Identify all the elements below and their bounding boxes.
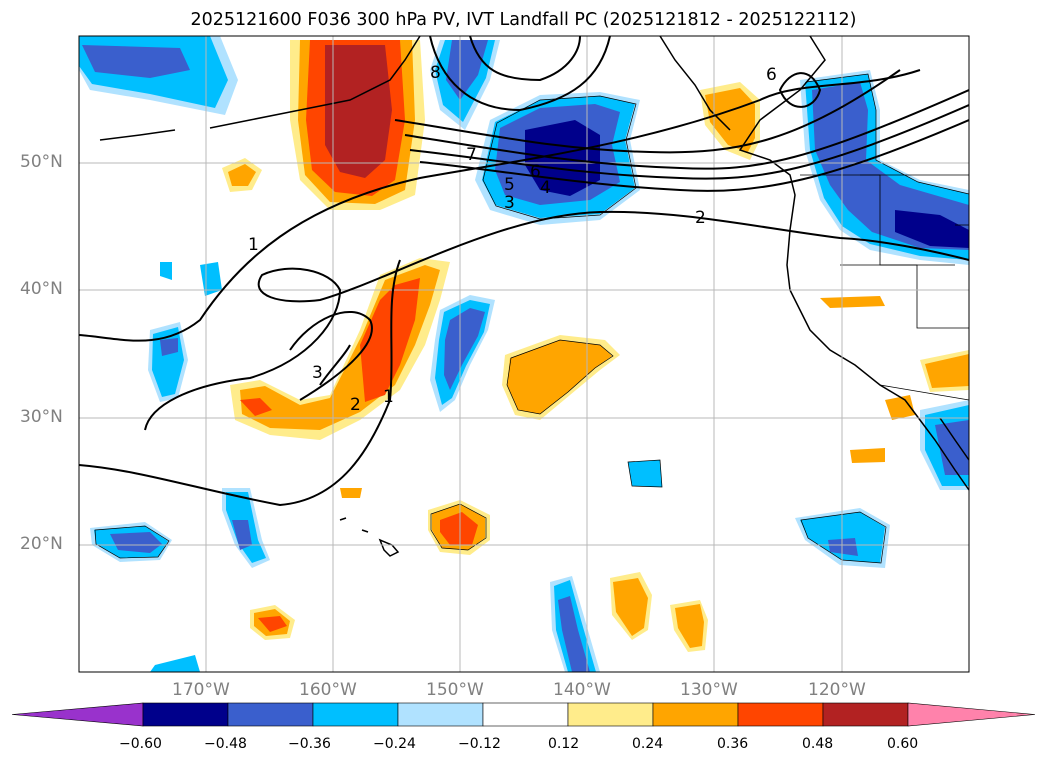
- colorbar-swatch: [822, 702, 909, 727]
- colorbar-tick: −0.12: [458, 736, 501, 752]
- contour-label: 2: [350, 395, 361, 415]
- contour-label: 6: [530, 162, 541, 182]
- lon-label: 120°W: [808, 680, 866, 700]
- contour-label: 3: [504, 193, 515, 213]
- colorbar-tick: −0.60: [119, 736, 162, 752]
- colorbar-swatch: [567, 702, 654, 727]
- contour-label: 8: [430, 63, 441, 83]
- contour-label: 1: [383, 387, 394, 407]
- colorbar: [11, 702, 1036, 727]
- contour-label: 4: [540, 178, 551, 198]
- lon-label: 150°W: [426, 680, 484, 700]
- colorbar-swatch: [652, 702, 739, 727]
- lon-label: 130°W: [680, 680, 738, 700]
- lon-label: 140°W: [553, 680, 611, 700]
- colorbar-tick: −0.36: [288, 736, 331, 752]
- colorbar-tick: 0.48: [802, 736, 834, 752]
- lat-label: 40°N: [20, 279, 63, 299]
- negative-anomaly-regions: [79, 36, 969, 672]
- positive-anomaly-east-pacific: [222, 82, 969, 652]
- contour-label: 7: [466, 145, 477, 165]
- lat-label: 50°N: [20, 152, 63, 172]
- state-borders: [800, 174, 969, 401]
- colorbar-tick: 0.60: [887, 736, 919, 752]
- gridlines: [79, 36, 969, 672]
- lon-label: 170°W: [172, 680, 230, 700]
- colorbar-extend-min: [11, 702, 144, 727]
- map-title: 2025121600 F036 300 hPa PV, IVT Landfall…: [190, 10, 857, 30]
- colorbar-tick: −0.24: [373, 736, 416, 752]
- contour-label: 2: [695, 208, 706, 228]
- colorbar-extend-max: [907, 702, 1036, 727]
- colorbar-tick: 0.24: [632, 736, 664, 752]
- colorbar-swatch: [482, 702, 569, 727]
- colorbar-tick: 0.36: [717, 736, 749, 752]
- colorbar-swatch: [737, 702, 824, 727]
- colorbar-tick: 0.12: [548, 736, 580, 752]
- colorbar-swatch: [142, 702, 229, 727]
- colorbar-tick: −0.48: [204, 736, 247, 752]
- colorbar-swatch: [312, 702, 399, 727]
- lat-label: 20°N: [20, 534, 63, 554]
- lat-label: 30°N: [20, 407, 63, 427]
- contour-label: 3: [312, 363, 323, 383]
- colorbar-swatch: [227, 702, 314, 727]
- map-frame: [78, 35, 970, 673]
- positive-anomaly-central-pacific: [230, 258, 450, 440]
- colorbar-swatch: [397, 702, 484, 727]
- pv-contours: [79, 36, 969, 507]
- contour-label: 6: [766, 65, 777, 85]
- contour-label: 5: [504, 175, 515, 195]
- contour-labels: 1 1 2 2 3 3 4 5 6 6 7 8: [248, 63, 777, 415]
- shaded-field: 1 1 2 2 3 3 4 5 6 6 7 8: [79, 36, 969, 672]
- contour-label: 1: [248, 235, 259, 255]
- lon-label: 160°W: [299, 680, 357, 700]
- coastlines: [99, 36, 969, 557]
- positive-anomaly-gulf-of-alaska: [290, 40, 425, 210]
